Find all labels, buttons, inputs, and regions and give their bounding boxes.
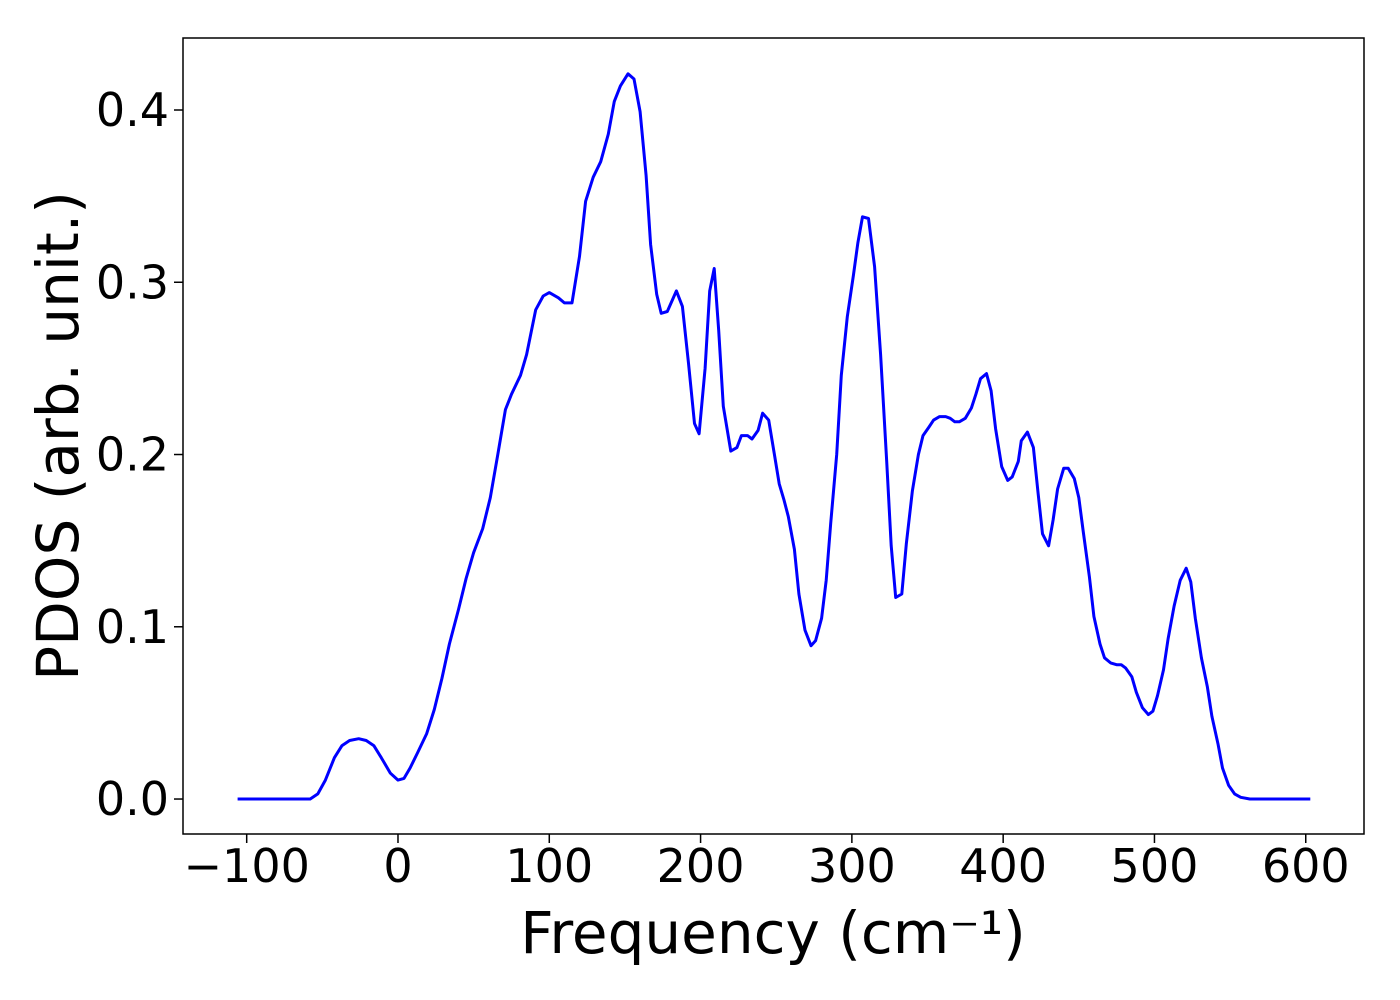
y-tick-label: 0.0 xyxy=(96,772,169,826)
x-axis-label: Frequency (cm⁻¹) xyxy=(520,899,1026,967)
y-axis-label: PDOS (arb. unit.) xyxy=(24,191,92,681)
y-tick-label: 0.4 xyxy=(96,83,169,137)
y-tick-label: 0.1 xyxy=(96,600,169,654)
plot-frame xyxy=(182,37,1365,835)
x-tick-label: 600 xyxy=(1262,839,1350,893)
y-tick-label: 0.3 xyxy=(96,255,169,309)
x-tick-label: 400 xyxy=(959,839,1047,893)
x-tick-label: 300 xyxy=(808,839,896,893)
y-tick-label: 0.2 xyxy=(96,428,169,482)
x-tick-label: 0 xyxy=(383,839,412,893)
x-tick-label: 100 xyxy=(505,839,593,893)
pdos-line xyxy=(237,72,1311,801)
x-tick-label: 200 xyxy=(657,839,745,893)
x-tick-label: 500 xyxy=(1111,839,1199,893)
x-tick-label: −100 xyxy=(184,839,310,893)
